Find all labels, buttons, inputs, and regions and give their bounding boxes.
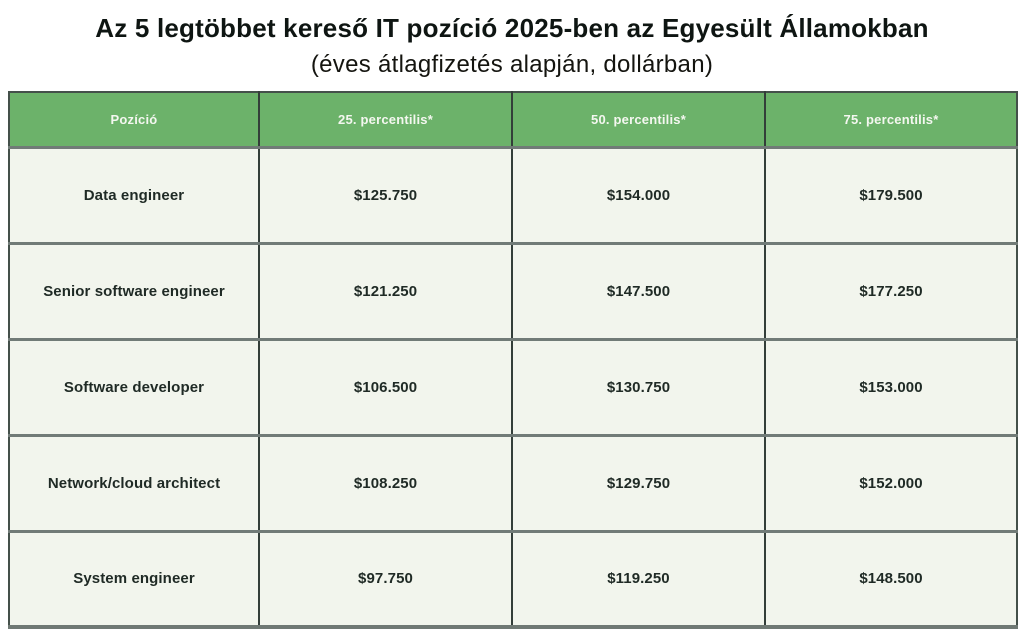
p50-cell: $119.250 bbox=[511, 531, 765, 627]
p50-cell: $129.750 bbox=[511, 435, 765, 531]
position-cell: Software developer bbox=[63, 378, 205, 396]
page-subtitle: (éves átlagfizetés alapján, dollárban) bbox=[310, 51, 714, 78]
column-header-position: Pozíció bbox=[110, 111, 158, 127]
column-header-percentile-50: 50. percentilis* bbox=[511, 92, 765, 147]
p75-cell: $177.250 bbox=[764, 243, 1017, 339]
column-header-percentile-75: 75. percentilis* bbox=[764, 92, 1017, 147]
p75-cell: $153.000 bbox=[764, 339, 1017, 435]
position-cell: System engineer bbox=[73, 570, 195, 588]
p75-cell: $179.500 bbox=[764, 147, 1017, 243]
p25-cell: $125.750 bbox=[258, 147, 512, 243]
salary-table: Pozíció 25. percentilis* 50. percentilis… bbox=[8, 91, 1018, 629]
p50-cell: $130.750 bbox=[511, 339, 765, 435]
table-row: Senior software engineer $121.250 $147.5… bbox=[9, 243, 1017, 339]
page-title: Az 5 legtöbbet kereső IT pozíció 2025-be… bbox=[95, 13, 929, 43]
table-header-row: Pozíció 25. percentilis* 50. percentilis… bbox=[9, 92, 1017, 147]
p25-cell: $121.250 bbox=[258, 243, 512, 339]
table-row: System engineer $97.750 $119.250 $148.50… bbox=[9, 531, 1017, 627]
table-row: Software developer $106.500 $130.750 $15… bbox=[9, 339, 1017, 435]
column-header-percentile-25: 25. percentilis* bbox=[258, 92, 512, 147]
table-row: Network/cloud architect $108.250 $129.75… bbox=[9, 435, 1017, 531]
p50-cell: $154.000 bbox=[511, 147, 765, 243]
p75-cell: $152.000 bbox=[764, 435, 1017, 531]
position-cell: Senior software engineer bbox=[43, 282, 225, 300]
position-cell: Network/cloud architect bbox=[47, 474, 221, 492]
p50-cell: $147.500 bbox=[511, 243, 765, 339]
position-cell: Data engineer bbox=[83, 186, 185, 204]
p25-cell: $106.500 bbox=[258, 339, 512, 435]
p25-cell: $108.250 bbox=[258, 435, 512, 531]
table-row: Data engineer $125.750 $154.000 $179.500 bbox=[9, 147, 1017, 243]
p25-cell: $97.750 bbox=[258, 531, 512, 627]
p75-cell: $148.500 bbox=[764, 531, 1017, 627]
